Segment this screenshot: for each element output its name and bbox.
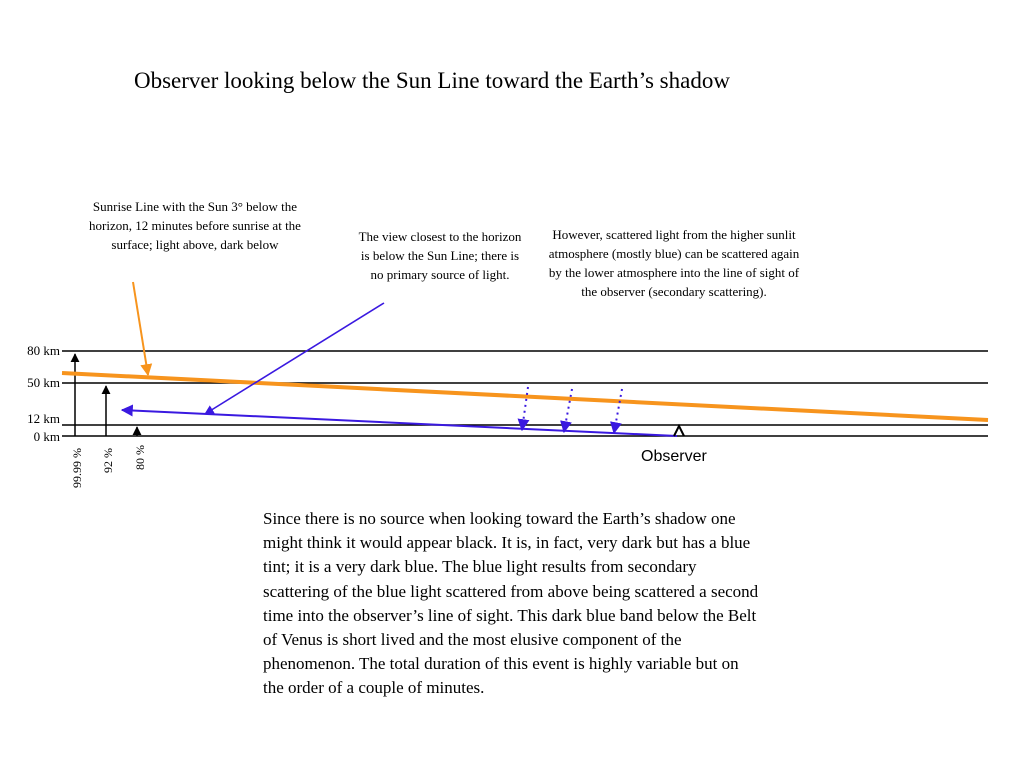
altitude-label-80km: 80 km [27,343,60,358]
scatter-arrow-2 [560,388,573,434]
sunrise-line-note: Sunrise Line with the Sun 3° below the h… [89,199,301,252]
percentage-label-80: 80 % [133,445,147,470]
observer-marker [673,423,685,437]
closest-view-note: The view closest to the horizon is below… [358,229,522,282]
percentage-label-92: 92 % [101,448,115,473]
sun-line-pointer [132,281,153,377]
secondary-scattering-note: However, scattered light from the higher… [548,227,800,299]
explanation-paragraph: Since there is no source when looking to… [263,509,759,698]
scatter-arrow-3 [610,388,623,435]
percentage-label-99: 99.99 % [70,448,84,488]
diagram-title: Observer looking below the Sun Line towa… [134,68,730,93]
altitude-label-50km: 50 km [27,375,60,390]
altitude-label-0km: 0 km [33,429,60,444]
observer-label: Observer [641,448,707,465]
altitude-label-12km: 12 km [27,411,60,426]
closest-view-pointer [204,302,385,415]
scatter-arrow-1 [517,386,530,432]
sun-line [61,371,989,422]
